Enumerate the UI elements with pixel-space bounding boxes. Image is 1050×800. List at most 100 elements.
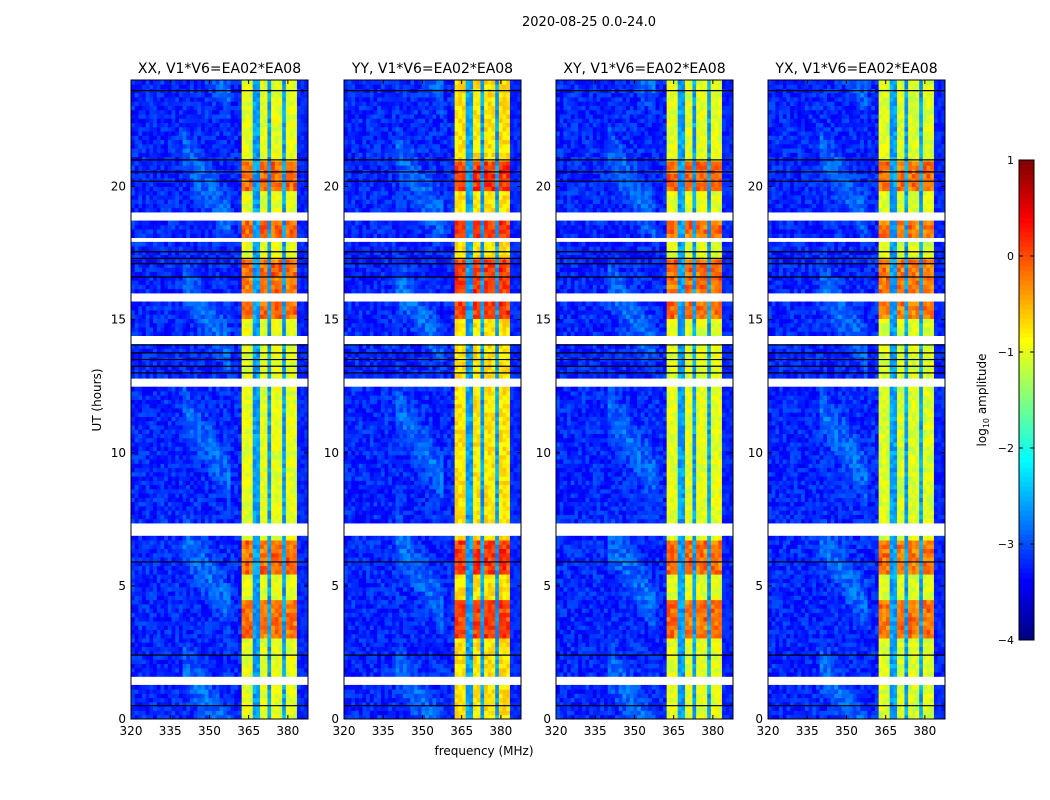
heatmap-cell <box>304 565 309 571</box>
heatmap-cell <box>263 344 268 349</box>
heatmap-cell <box>219 574 224 579</box>
heatmap-cell <box>182 484 187 490</box>
heatmap-cell <box>230 612 235 618</box>
heatmap-cell <box>164 420 169 426</box>
heatmap-cell <box>223 263 228 268</box>
heatmap-cell <box>274 693 279 699</box>
heatmap-cell <box>178 229 184 234</box>
heatmap-cell <box>171 446 176 452</box>
heatmap-cell <box>293 591 298 596</box>
heatmap-cell <box>241 284 246 290</box>
heatmap-cell <box>167 569 172 575</box>
heatmap-cell <box>164 544 169 549</box>
heatmap-cell <box>171 390 176 396</box>
heatmap-cell <box>260 250 265 256</box>
heatmap-cell <box>289 471 294 477</box>
heatmap-cell <box>226 621 231 626</box>
heatmap-cell <box>134 322 139 328</box>
heatmap-cell <box>138 582 143 588</box>
heatmap-cell <box>171 437 176 443</box>
heatmap-cell <box>296 574 302 579</box>
heatmap-cell <box>278 697 283 703</box>
heatmap-cell <box>212 271 217 277</box>
heatmap-cell <box>285 322 290 328</box>
heatmap-cell <box>171 327 176 332</box>
heatmap-cell <box>204 229 209 234</box>
heatmap-cell <box>256 403 261 409</box>
heatmap-cell <box>274 246 279 251</box>
heatmap-cell <box>296 263 302 268</box>
heatmap-cell <box>245 314 250 319</box>
heatmap-cell <box>153 250 158 256</box>
heatmap-cell <box>201 420 206 426</box>
heatmap-cell <box>171 672 176 677</box>
heatmap-cell <box>145 399 150 405</box>
heatmap-cell <box>282 263 287 268</box>
heatmap-cell <box>274 625 279 630</box>
heatmap-cell <box>241 361 246 366</box>
heatmap-cell <box>145 284 150 290</box>
heatmap-cell <box>289 586 294 592</box>
heatmap-cell <box>237 646 243 652</box>
heatmap-cell <box>289 706 294 711</box>
heatmap-cell <box>193 250 198 256</box>
heatmap-cell <box>145 250 150 256</box>
heatmap-cell <box>219 327 224 332</box>
heatmap-cell <box>145 437 150 443</box>
heatmap-cell <box>178 412 184 417</box>
heatmap-cell <box>201 701 206 707</box>
heatmap-cell <box>142 258 147 264</box>
heatmap-cell <box>212 241 217 247</box>
heatmap-cell <box>212 386 217 392</box>
heatmap-cell <box>204 625 209 630</box>
heatmap-cell <box>178 608 184 613</box>
heatmap-cell <box>274 684 279 690</box>
heatmap-cell <box>156 390 161 396</box>
heatmap-cell <box>293 390 298 396</box>
heatmap-cell <box>237 284 243 290</box>
heatmap-cell <box>197 506 202 511</box>
heatmap-cell <box>226 284 231 290</box>
heatmap-cell <box>164 608 169 613</box>
heatmap-cell <box>134 480 139 486</box>
heatmap-cell <box>304 403 309 409</box>
heatmap-cell <box>182 706 187 711</box>
heatmap-cell <box>219 463 224 469</box>
heatmap-cell <box>212 327 217 332</box>
heatmap-cell <box>285 574 290 579</box>
heatmap-cell <box>175 518 180 524</box>
heatmap-cell <box>274 578 279 584</box>
heatmap-cell <box>175 412 180 417</box>
heatmap-cell <box>138 386 143 392</box>
heatmap-cell <box>171 701 176 707</box>
heatmap-cell <box>282 467 287 473</box>
heatmap-cell <box>274 514 279 520</box>
heatmap-cell <box>271 467 276 473</box>
heatmap-cell <box>182 629 187 635</box>
heatmap-cell <box>241 714 246 720</box>
heatmap-cell <box>296 633 302 639</box>
heatmap-cell <box>197 365 202 371</box>
heatmap-cell <box>149 318 154 324</box>
heatmap-cell <box>293 425 298 430</box>
heatmap-cell <box>230 672 235 677</box>
heatmap-cell <box>285 352 290 358</box>
heatmap-cell <box>289 403 294 409</box>
heatmap-cell <box>226 454 231 460</box>
heatmap-cell <box>296 638 302 643</box>
heatmap-cell <box>134 603 139 609</box>
heatmap-cell <box>256 369 261 375</box>
heatmap-cell <box>167 250 172 256</box>
heatmap-cell <box>237 301 243 307</box>
heatmap-cell <box>256 663 261 669</box>
heatmap-cell <box>160 301 165 307</box>
heatmap-cell <box>223 403 228 409</box>
heatmap-cell <box>282 510 287 515</box>
heatmap-cell <box>175 612 180 618</box>
heatmap-cell <box>267 697 272 703</box>
heatmap-cell <box>300 518 305 524</box>
heatmap-cell <box>296 258 302 264</box>
heatmap-cell <box>164 361 169 366</box>
heatmap-cell <box>171 416 176 422</box>
heatmap-cell <box>241 446 246 452</box>
